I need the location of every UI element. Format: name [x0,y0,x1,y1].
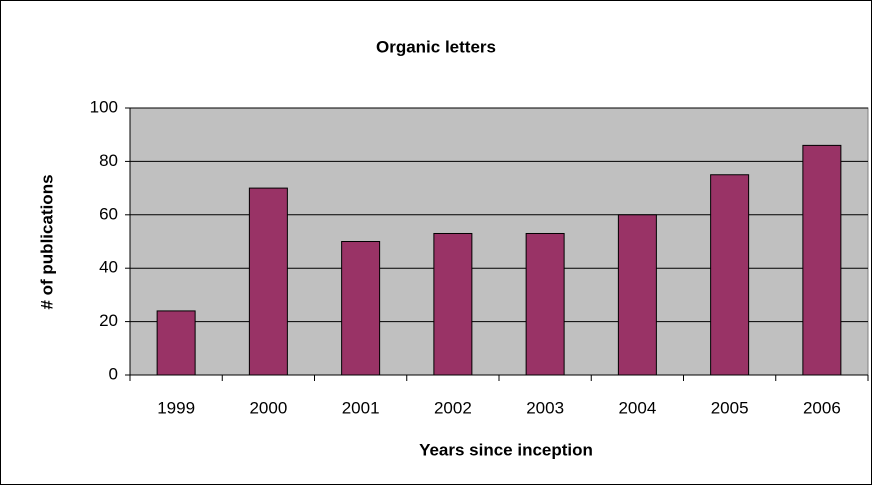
y-tick-label: 100 [90,97,118,116]
y-tick-label: 60 [99,204,118,223]
x-tick-label: 2004 [618,398,656,417]
bar [617,214,657,376]
x-tick-label: 2001 [342,398,380,417]
bar [710,174,750,376]
y-axis-label: # of publications [37,174,56,309]
bar [525,232,565,376]
x-tick-label: 2002 [434,398,472,417]
y-tick-label: 20 [99,311,118,330]
y-tick-label: 40 [99,258,118,277]
y-tick-label: 0 [109,364,118,383]
bar [341,241,381,376]
x-tick-label: 2006 [803,398,841,417]
x-tick-label: 2000 [249,398,287,417]
bar [433,232,473,376]
bar [802,144,842,376]
x-tick-label: 2003 [526,398,564,417]
bar [156,310,196,376]
y-tick-label: 80 [99,151,118,170]
x-tick-label: 2005 [711,398,749,417]
plot-area [129,107,869,376]
x-tick-label: 1999 [157,398,195,417]
x-axis-label: Years since inception [419,440,593,459]
bar [248,187,288,376]
chart-title: Organic letters [376,37,496,56]
